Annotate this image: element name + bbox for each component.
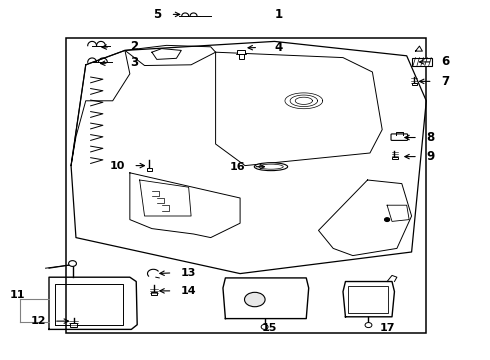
Text: 8: 8 [426,131,435,144]
Text: 6: 6 [441,55,449,68]
Text: 16: 16 [229,162,245,172]
Bar [237,50,245,54]
Bar [348,286,388,313]
Text: 11: 11 [10,290,25,300]
Text: 1: 1 [274,8,283,21]
Text: 17: 17 [379,323,395,333]
Circle shape [69,261,76,266]
Text: 2: 2 [130,40,138,53]
Ellipse shape [259,164,283,169]
Text: 10: 10 [110,161,125,171]
Circle shape [261,324,268,329]
Text: 12: 12 [31,316,47,326]
Text: 15: 15 [262,323,277,333]
Bar [66,38,426,333]
Bar [151,292,157,295]
Text: 14: 14 [180,286,196,296]
Bar [70,323,77,327]
Circle shape [385,218,390,221]
FancyBboxPatch shape [391,134,408,140]
Bar [239,54,244,59]
Circle shape [365,323,372,328]
Text: 13: 13 [180,268,196,278]
Ellipse shape [245,292,265,307]
Text: 3: 3 [130,57,138,69]
Ellipse shape [254,163,288,171]
Text: 7: 7 [441,75,449,88]
Bar [392,157,398,159]
Text: 4: 4 [274,41,283,54]
Bar [412,58,432,66]
Text: 5: 5 [153,8,162,21]
Text: 9: 9 [426,150,435,163]
Bar [147,168,152,171]
Bar [412,83,416,85]
